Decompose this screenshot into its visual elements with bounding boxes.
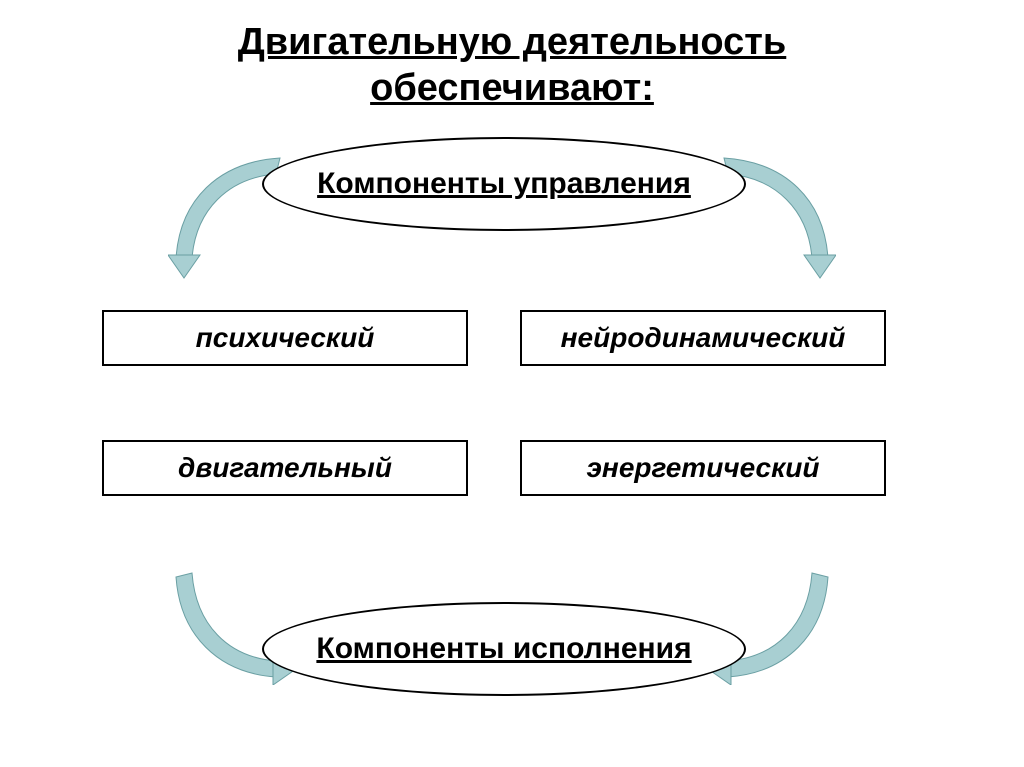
title-line-2: обеспечивают: xyxy=(370,67,654,109)
box-neuro-label: нейродинамический xyxy=(561,322,846,354)
box-psych: психический xyxy=(102,310,468,366)
diagram-title: Двигательную деятельность обеспечивают: xyxy=(0,20,1024,111)
box-motor: двигательный xyxy=(102,440,468,496)
box-psych-label: психический xyxy=(196,322,375,354)
box-neuro: нейродинамический xyxy=(520,310,886,366)
box-motor-label: двигательный xyxy=(178,452,392,484)
bottom-ellipse: Компоненты исполнения xyxy=(262,602,746,696)
box-energy: энергетический xyxy=(520,440,886,496)
box-energy-label: энергетический xyxy=(586,452,819,484)
top-ellipse-label: Компоненты управления xyxy=(317,167,691,201)
bottom-ellipse-label: Компоненты исполнения xyxy=(316,632,691,666)
top-ellipse: Компоненты управления xyxy=(262,137,746,231)
title-line-1: Двигательную деятельность xyxy=(238,21,787,63)
